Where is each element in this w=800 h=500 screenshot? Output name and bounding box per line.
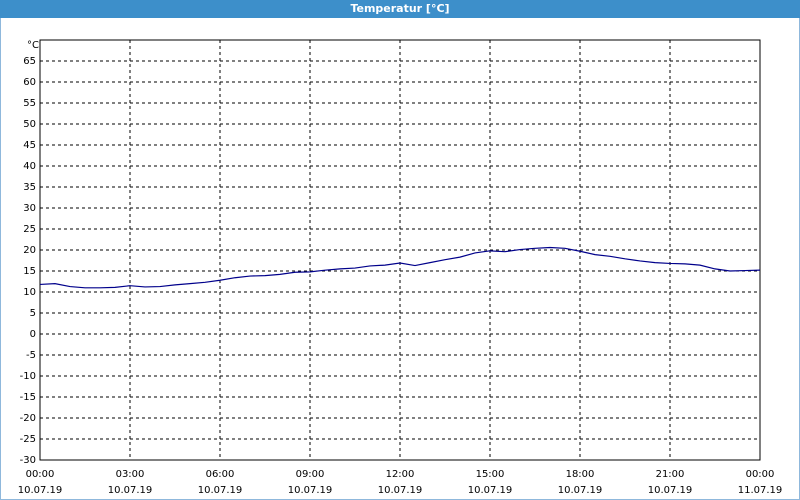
y-tick-label: -10 — [20, 371, 36, 382]
x-tick-date: 10.07.19 — [18, 485, 63, 496]
title-bar — [0, 0, 800, 18]
y-tick-label: -15 — [20, 392, 36, 403]
x-tick-date: 10.07.19 — [468, 485, 513, 496]
y-tick-label: 30 — [23, 203, 36, 214]
x-tick-label: 09:00 — [296, 469, 325, 480]
y-tick-label: 65 — [23, 56, 36, 67]
y-tick-label: 35 — [23, 182, 36, 193]
x-tick-date: 10.07.19 — [108, 485, 153, 496]
x-tick-date: 10.07.19 — [288, 485, 333, 496]
y-tick-label: -5 — [26, 350, 36, 361]
x-tick-label: 18:00 — [566, 469, 595, 480]
plot-border — [39, 39, 761, 461]
data-line — [39, 246, 761, 289]
y-tick-label: 55 — [23, 98, 36, 109]
y-tick-label: 15 — [23, 266, 36, 277]
y-tick-label: 50 — [23, 119, 36, 130]
y-tick-label: 60 — [23, 77, 36, 88]
x-tick-date: 10.07.19 — [648, 485, 693, 496]
y-unit-label: °C — [27, 40, 39, 51]
x-tick-label: 00:00 — [26, 469, 55, 480]
x-tick-label: 00:00 — [746, 469, 775, 480]
x-tick-date: 10.07.19 — [198, 485, 243, 496]
x-tick-label: 03:00 — [116, 469, 145, 480]
x-tick-label: 06:00 — [206, 469, 235, 480]
y-tick-label: -30 — [20, 455, 36, 466]
x-tick-label: 12:00 — [386, 469, 415, 480]
y-tick-label: 20 — [23, 245, 36, 256]
x-tick-date: 10.07.19 — [378, 485, 423, 496]
x-tick-label: 21:00 — [656, 469, 685, 480]
chart-title: Temperatur [°C] — [350, 2, 449, 15]
y-tick-label: 45 — [23, 140, 36, 151]
x-tick-date: 11.07.19 — [738, 485, 783, 496]
y-tick-label: -25 — [20, 434, 36, 445]
y-tick-label: 10 — [23, 287, 36, 298]
x-tick-label: 15:00 — [476, 469, 505, 480]
y-tick-label: -20 — [20, 413, 36, 424]
y-tick-label: 5 — [30, 308, 36, 319]
x-tick-date: 10.07.19 — [558, 485, 603, 496]
y-tick-label: 40 — [23, 161, 36, 172]
y-tick-label: 25 — [23, 224, 36, 235]
y-tick-label: 0 — [30, 329, 36, 340]
